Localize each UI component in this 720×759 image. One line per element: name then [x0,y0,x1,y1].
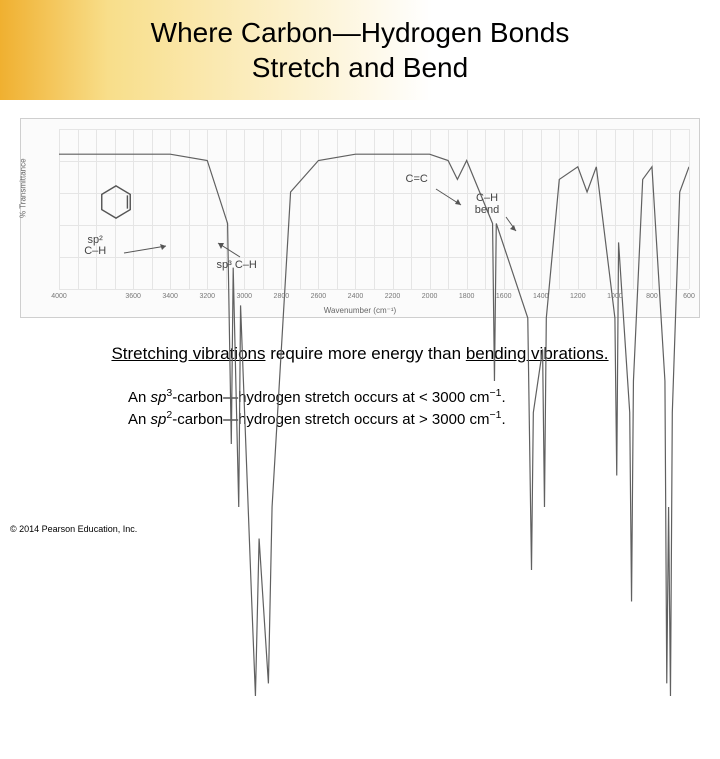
title-band: Where Carbon—Hydrogen Bonds Stretch and … [0,0,720,100]
arrow-sp2 [122,244,172,262]
label-ch-bend: C–H bend [475,193,499,216]
label-sp2-line1: sp² [88,234,103,246]
copyright-text: © 2014 Pearson Education, Inc. [10,524,137,534]
ir-spectrum-figure: % Transmittance sp² C–H sp³ C–H C=C C–H [20,118,700,318]
label-sp2-line2: C–H [84,245,106,257]
x-axis-label: Wavenumber (cm⁻¹) [21,306,699,315]
y-axis-label: % Transmittance [19,158,28,218]
label-sp2-ch: sp² C–H [84,235,106,258]
label-ch-bend-line1: C–H [476,192,498,204]
plot-area: sp² C–H sp³ C–H C=C C–H bend [59,129,689,289]
arrow-cc [431,187,471,209]
label-sp3-ch: sp³ C–H [217,260,257,272]
cyclohexene-structure-icon [97,183,135,221]
arrow-ch-bend [500,215,522,235]
title-line-2: Stretch and Bend [252,52,468,83]
label-cc-double-bond: C=C [406,174,428,186]
spectrum-trace [59,129,689,759]
slide-title: Where Carbon—Hydrogen Bonds Stretch and … [151,15,570,85]
title-line-1: Where Carbon—Hydrogen Bonds [151,17,570,48]
arrow-sp3 [210,241,250,259]
label-ch-bend-line2: bend [475,204,499,216]
x-tick-labels: 4000360034003200300028002600240022002000… [59,293,689,303]
